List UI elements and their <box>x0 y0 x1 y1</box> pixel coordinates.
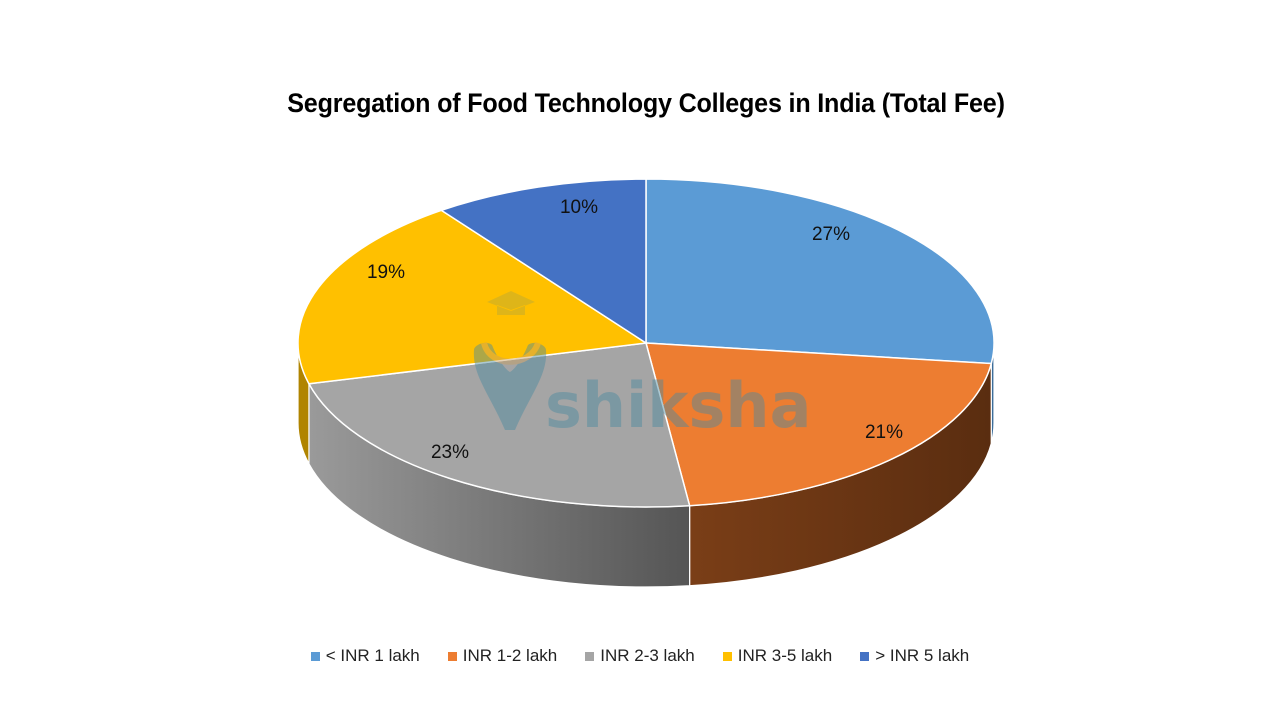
legend-item-3-5-lakh: INR 3-5 lakh <box>722 646 833 666</box>
legend-item-2-3-lakh: INR 2-3 lakh <box>585 646 695 666</box>
watermark-text: shiksha <box>545 369 811 442</box>
chart-legend: < INR 1 lakh INR 1-2 lakh INR 2-3 lakh I… <box>0 646 1280 666</box>
slice-data-label: 10% <box>560 197 598 218</box>
pie-slice-4 <box>439 178 647 345</box>
pie-slice-0 <box>645 178 995 365</box>
pie-slice-3 <box>297 209 649 385</box>
pie-slices <box>297 178 995 508</box>
legend-swatch <box>585 651 595 661</box>
legend-label: INR 3-5 lakh <box>737 646 833 665</box>
slice-data-label: 23% <box>431 442 469 463</box>
watermark-pen-icon <box>473 342 547 430</box>
legend-item-1-2-lakh: INR 1-2 lakh <box>447 646 558 666</box>
pie-slice-1 <box>645 342 993 507</box>
legend-label: INR 1-2 lakh <box>462 646 558 665</box>
slice-data-label: 21% <box>865 422 903 443</box>
slice-data-label: 27% <box>812 224 850 245</box>
legend-item-lt-1-lakh: < INR 1 lakh <box>310 646 420 666</box>
graduation-cap-icon <box>487 291 535 315</box>
legend-item-gt-5-lakh: > INR 5 lakh <box>860 646 969 666</box>
legend-swatch <box>447 651 457 661</box>
shiksha-watermark: shiksha <box>473 291 811 442</box>
legend-label: INR 2-3 lakh <box>600 646 695 665</box>
chart-title: Segregation of Food Technology Colleges … <box>287 88 1005 118</box>
legend-swatch <box>310 651 320 661</box>
legend-label: > INR 5 lakh <box>875 646 970 665</box>
pie-slice-2 <box>307 342 691 508</box>
legend-swatch <box>860 651 870 661</box>
slice-data-label: 19% <box>367 262 405 283</box>
legend-swatch <box>722 651 732 661</box>
legend-label: < INR 1 lakh <box>325 646 420 665</box>
